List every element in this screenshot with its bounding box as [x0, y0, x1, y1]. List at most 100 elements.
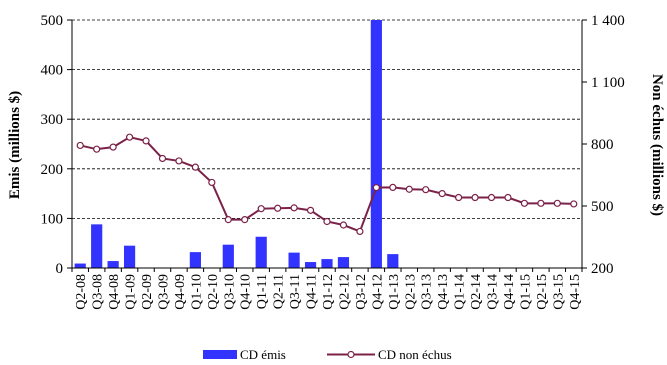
- line-point: [537, 199, 545, 207]
- line-point: [520, 199, 529, 207]
- left-axis-ticks: 0 100 200 300 400 500: [41, 13, 72, 277]
- line-point: [422, 186, 430, 194]
- bar: [255, 236, 267, 268]
- x-tick-label: Q3-13: [420, 274, 435, 310]
- legend: CD émis CD non échus: [203, 347, 452, 362]
- line-point: [175, 157, 183, 165]
- legend-bar-swatch: [203, 350, 237, 359]
- x-tick-label: Q4-10: [239, 274, 254, 310]
- x-tick-label: Q2-11: [272, 274, 287, 309]
- line-path: [80, 136, 574, 233]
- line-point: [455, 193, 463, 202]
- x-axis-tick-labels: Q2-08 Q3-08 Q4-08 Q1-09 Q2-09 Q3-09 Q4-09 Q1-10…: [74, 274, 583, 310]
- x-tick-label: Q2-10: [206, 274, 221, 310]
- x-tick-label: Q3-14: [486, 274, 501, 310]
- line-point: [191, 163, 199, 171]
- x-tick-label: Q4-15: [568, 274, 583, 310]
- x-tick-label: Q4-08: [107, 274, 122, 310]
- x-tick-label: Q4-14: [502, 274, 517, 310]
- x-tick-label: Q3-11: [288, 274, 303, 309]
- x-tick-label: Q1-10: [189, 274, 204, 310]
- line-point: [504, 193, 512, 202]
- left-tick-label: 100: [41, 211, 64, 227]
- left-tick-label: 300: [41, 112, 64, 128]
- bar: [222, 244, 234, 268]
- x-tick-label: Q4-13: [436, 274, 451, 310]
- x-tick-label: Q4-12: [370, 274, 385, 310]
- x-tick-label: Q1-09: [124, 274, 139, 310]
- line-series: [76, 133, 578, 236]
- right-tick-label: 1 100: [591, 75, 625, 91]
- bar: [189, 252, 201, 268]
- bar: [387, 254, 399, 268]
- left-tick-label: 400: [41, 63, 64, 79]
- bar: [304, 262, 317, 268]
- x-tick-label: Q2-12: [337, 274, 352, 310]
- line-point: [306, 206, 315, 214]
- line-point: [372, 184, 380, 192]
- bar: [107, 261, 119, 268]
- x-tick-label: Q3-08: [91, 274, 106, 310]
- line-point: [405, 185, 413, 193]
- x-tick-label: Q4-09: [173, 274, 188, 310]
- right-tick-label: 800: [591, 137, 614, 153]
- x-tick-label: Q3-09: [156, 274, 171, 310]
- x-tick-label: Q2-09: [140, 274, 155, 310]
- bar: [370, 20, 382, 268]
- right-tick-label: 500: [591, 199, 614, 215]
- x-tick-label: Q3-10: [222, 274, 237, 310]
- line-point: [323, 217, 331, 226]
- line-point: [487, 193, 496, 202]
- line-point: [208, 178, 216, 187]
- x-tick-label: Q1-11: [255, 274, 270, 309]
- axes: [71, 20, 583, 272]
- line-point: [389, 183, 397, 191]
- bar-series: [74, 20, 399, 268]
- line-point: [142, 137, 150, 145]
- x-tick-label: Q4-11: [305, 274, 320, 309]
- x-tick-label: Q2-13: [403, 274, 418, 310]
- y-right-axis-title: Non échus (millions $): [649, 74, 665, 216]
- x-tick-label: Q1-15: [518, 274, 533, 310]
- x-tick-label: Q1-13: [387, 274, 402, 310]
- x-tick-label: Q3-12: [354, 274, 369, 310]
- left-tick-label: 0: [56, 261, 64, 277]
- bar: [288, 252, 300, 268]
- x-tick-label: Q2-15: [535, 274, 550, 310]
- line-point: [339, 221, 348, 229]
- bar: [337, 257, 350, 268]
- line-point: [109, 143, 117, 151]
- bar: [91, 224, 103, 268]
- x-tick-label: Q3-15: [551, 274, 566, 310]
- grid-lines: [72, 19, 582, 219]
- bar: [74, 263, 86, 268]
- line-point: [158, 154, 167, 163]
- y-left-axis-title: Emis (millions $): [7, 91, 23, 199]
- left-tick-label: 500: [41, 13, 64, 29]
- bar: [123, 245, 136, 268]
- line-point: [93, 145, 101, 153]
- legend-line-marker: [347, 350, 355, 359]
- line-point: [553, 199, 561, 207]
- line-point: [241, 216, 249, 224]
- line-point: [356, 227, 364, 236]
- line-point: [570, 200, 578, 208]
- line-point: [274, 204, 282, 212]
- x-tick-label: Q1-14: [453, 274, 468, 310]
- line-point: [224, 216, 232, 224]
- legend-bar-label: CD émis: [240, 347, 286, 362]
- legend-line-label: CD non échus: [378, 347, 452, 362]
- right-axis-ticks: 200 500 800 1 100 1 400: [582, 13, 625, 277]
- line-point: [257, 205, 265, 213]
- x-tick-label: Q2-14: [469, 274, 484, 310]
- line-point: [471, 193, 479, 202]
- line-point: [290, 204, 298, 212]
- x-tick-label: Q2-08: [74, 274, 89, 310]
- right-tick-label: 1 400: [591, 13, 625, 29]
- line-point: [438, 190, 446, 198]
- x-tick-label: Q1-12: [321, 274, 336, 310]
- left-tick-label: 200: [41, 162, 64, 178]
- line-point: [125, 133, 134, 141]
- line-point: [76, 141, 84, 150]
